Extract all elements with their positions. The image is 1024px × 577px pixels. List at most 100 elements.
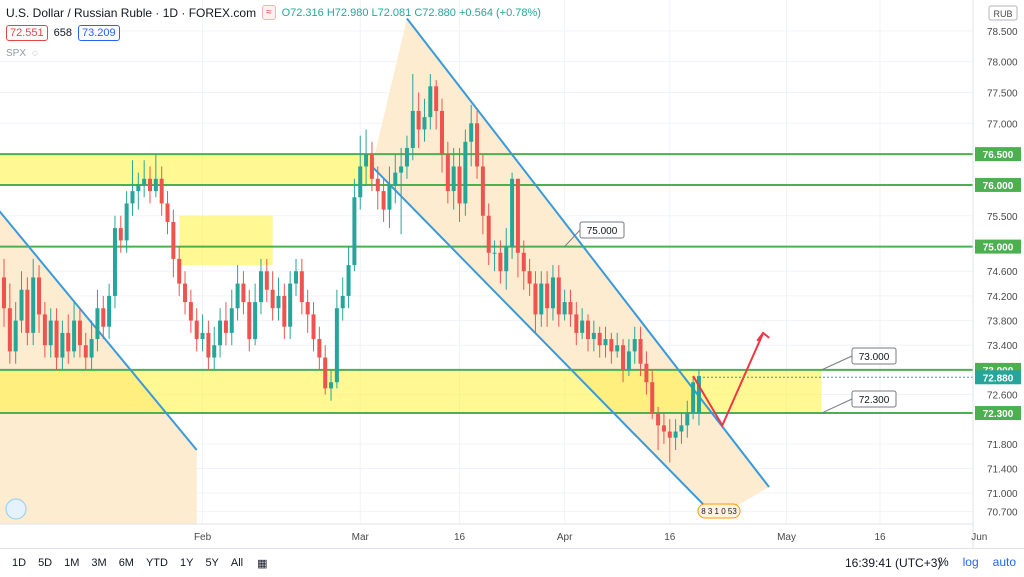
candle-body bbox=[550, 277, 555, 309]
auto-toggle[interactable]: auto bbox=[992, 555, 1016, 569]
x-tick-label: Feb bbox=[194, 532, 212, 543]
candle-body bbox=[253, 302, 258, 340]
candle-body bbox=[673, 431, 678, 438]
candle-body bbox=[177, 258, 182, 284]
candle-body bbox=[200, 332, 205, 340]
candle-body bbox=[434, 86, 439, 111]
candle-body bbox=[404, 147, 409, 167]
channel-fill bbox=[0, 211, 197, 524]
ohlc-change: +0.564 (+0.78%) bbox=[458, 6, 541, 19]
candle-body bbox=[334, 308, 339, 383]
percent-toggle[interactable]: % bbox=[937, 555, 949, 569]
bottom-toolbar: 1D 5D 1M 3M 6M YTD 1Y 5Y All ▦ 16:39:41 (UTC+3) … bbox=[0, 548, 1024, 577]
candle-body bbox=[159, 178, 164, 204]
timeframe-5y[interactable]: 5Y bbox=[205, 557, 219, 569]
indicator-label[interactable]: SPX bbox=[6, 48, 27, 59]
currency-label: RUB bbox=[993, 9, 1012, 19]
scale-options: % log auto bbox=[938, 555, 1016, 569]
candle-body bbox=[101, 308, 106, 327]
last-price-label: 72.880 bbox=[983, 373, 1014, 384]
candle-body bbox=[521, 252, 526, 272]
candle-body bbox=[399, 166, 404, 173]
candle-body bbox=[352, 197, 357, 266]
log-toggle[interactable]: log bbox=[962, 555, 979, 569]
calendar-icon[interactable]: ▦ bbox=[257, 557, 268, 570]
callout-leader bbox=[821, 355, 853, 371]
candle-body bbox=[609, 339, 614, 352]
timeframe-1m[interactable]: 1M bbox=[64, 557, 80, 569]
compare-icon[interactable]: ≈ bbox=[262, 5, 276, 20]
y-tick-label: 78.000 bbox=[987, 58, 1018, 69]
y-tick-label: 78.500 bbox=[987, 27, 1018, 38]
candle-body bbox=[498, 252, 503, 272]
candle-body bbox=[247, 302, 252, 340]
candle-body bbox=[492, 252, 497, 254]
timeframe-ytd[interactable]: YTD bbox=[145, 557, 168, 569]
candle-body bbox=[153, 178, 158, 192]
x-tick-label: 16 bbox=[874, 532, 886, 543]
ohlc-low: L72.081 bbox=[371, 6, 412, 19]
timeframe-6m[interactable]: 6M bbox=[118, 557, 134, 569]
timeframe-1y[interactable]: 1Y bbox=[179, 557, 194, 569]
candle-body bbox=[25, 289, 30, 333]
timeframe-1d[interactable]: 1D bbox=[12, 557, 27, 569]
event-badge bbox=[697, 503, 741, 519]
candle-body bbox=[626, 351, 631, 370]
level-badge bbox=[975, 406, 1021, 421]
candle-body bbox=[685, 413, 690, 426]
candle-body bbox=[358, 166, 363, 198]
candle-body bbox=[515, 178, 520, 253]
sell-button[interactable]: 72.551 bbox=[6, 25, 48, 41]
candle-body bbox=[194, 320, 199, 340]
candle-body bbox=[305, 302, 310, 315]
y-tick-label: 71.800 bbox=[987, 440, 1018, 451]
event-badge-label: 8 3 1 0 53 bbox=[701, 507, 737, 516]
currency-badge bbox=[988, 5, 1018, 21]
arrow-head bbox=[756, 331, 770, 342]
y-tick-label: 71.400 bbox=[987, 465, 1018, 476]
callout-box bbox=[579, 221, 625, 239]
candle-body bbox=[510, 178, 515, 247]
candle-body bbox=[486, 215, 491, 253]
cloud-icon bbox=[5, 498, 27, 520]
ohlc-close: C72.880 bbox=[414, 6, 456, 19]
x-tick-label: 16 bbox=[454, 532, 466, 543]
candle-body bbox=[31, 277, 36, 333]
symbol-title[interactable]: U.S. Dollar / Russian Ruble · 1D · FOREX… bbox=[6, 5, 257, 20]
candle-body bbox=[644, 363, 649, 383]
y-tick-label: 70.700 bbox=[987, 508, 1018, 519]
buy-button[interactable]: 73.209 bbox=[78, 25, 120, 41]
clock: 16:39:41 (UTC+3) bbox=[845, 556, 942, 570]
y-tick-label: 75.500 bbox=[987, 212, 1018, 223]
candle-body bbox=[13, 320, 18, 352]
y-tick-label: 72.600 bbox=[987, 391, 1018, 402]
timeframe-all[interactable]: All bbox=[230, 557, 244, 569]
candle-body bbox=[463, 141, 468, 204]
candle-body bbox=[235, 283, 240, 309]
level-badge-label: 75.000 bbox=[983, 243, 1014, 254]
candle-body bbox=[183, 283, 188, 303]
candle-body bbox=[124, 203, 129, 241]
candle-body bbox=[329, 382, 334, 389]
candle-body bbox=[591, 332, 596, 340]
candle-body bbox=[597, 332, 602, 346]
candle-body bbox=[696, 376, 701, 414]
callout-box bbox=[851, 347, 897, 365]
y-tick-label: 74.600 bbox=[987, 267, 1018, 278]
y-tick-label: 77.500 bbox=[987, 88, 1018, 99]
candle-body bbox=[206, 332, 211, 358]
timeframe-3m[interactable]: 3M bbox=[91, 557, 107, 569]
level-badge bbox=[975, 177, 1021, 192]
candle-body bbox=[241, 283, 246, 303]
candle-body bbox=[527, 271, 532, 284]
candle-body bbox=[83, 345, 88, 358]
candle-body bbox=[294, 271, 298, 284]
candle-body bbox=[416, 110, 421, 130]
x-tick-label: Apr bbox=[557, 532, 573, 543]
eye-off-icon[interactable]: ◌ bbox=[32, 48, 38, 59]
projection-arrow bbox=[692, 332, 765, 428]
candle-body bbox=[7, 308, 12, 352]
channel-upper-line bbox=[406, 17, 770, 488]
timeframe-5d[interactable]: 5D bbox=[38, 557, 53, 569]
